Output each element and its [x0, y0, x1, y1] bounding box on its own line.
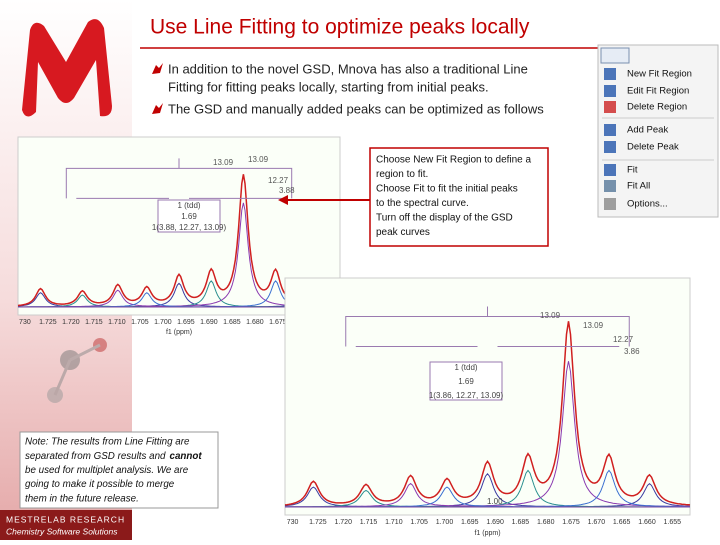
menu-icon	[604, 180, 616, 192]
axis-tick-label: 1.685	[512, 519, 530, 526]
axis-tick-label: 1.725	[39, 319, 57, 326]
axis-tick-label: 1.685	[223, 319, 241, 326]
logo-caption: MESTRELAB RESEARCH	[6, 514, 125, 524]
callout-text: Turn off the display of the GSD	[376, 213, 513, 224]
logo-caption-bg	[0, 510, 132, 540]
multiplet-box	[429, 361, 503, 401]
axis-tick-label: 1.695	[461, 519, 479, 526]
multiplet-label: 1.69	[181, 212, 197, 221]
note-text: going to make it possible to merge	[25, 479, 175, 490]
spectrum-curve	[284, 321, 691, 506]
axis-tick-label: 1.690	[486, 519, 504, 526]
axis-tick-label: 1.680	[246, 319, 264, 326]
axis-tick-label: 1.710	[385, 519, 403, 526]
menu-item[interactable]: Add Peak	[627, 125, 668, 136]
peak-annotation: 3.86	[624, 347, 640, 356]
menu-icon	[604, 164, 616, 176]
peak-annotation: 13.09	[540, 311, 561, 320]
callout-text: peak curves	[376, 227, 430, 238]
callout-text: Choose Fit to fit the initial peaks	[376, 184, 518, 195]
axis-tick-label: 1.705	[410, 519, 428, 526]
note-text: Note: The results from Line Fitting are	[25, 437, 190, 448]
axis-tick-label: 1.700	[436, 519, 454, 526]
axis-tick-label: 1.695	[177, 319, 195, 326]
multiplet-label: 1(3.88, 12.27, 13.09)	[152, 223, 227, 232]
axis-tick-label: 730	[287, 519, 299, 526]
bullet-text: In addition to the novel GSD, Mnova has …	[168, 61, 528, 76]
menu-item[interactable]: Fit	[627, 165, 638, 176]
menu-item[interactable]: Delete Region	[627, 102, 687, 113]
axis-tick-label: 1.725	[309, 519, 327, 526]
toolbar-button[interactable]	[600, 47, 630, 64]
menu-item[interactable]: Delete Peak	[627, 142, 679, 153]
bullet-text: Fitting for fitting peaks locally, start…	[168, 79, 489, 94]
menu-icon	[604, 68, 616, 80]
multiplet-tree	[345, 306, 630, 347]
callout-text: region to fit.	[376, 169, 428, 180]
bullet-icon	[152, 103, 163, 114]
multiplet-box	[157, 199, 221, 233]
multiplet-tree	[65, 158, 293, 199]
axis-tick-label: 1.655	[664, 519, 682, 526]
note-text: them in the future release.	[25, 493, 139, 504]
note-box	[19, 431, 219, 509]
molecule	[47, 338, 107, 403]
peak-annotation: 12.27	[268, 176, 289, 185]
axis-tick-label: 1.665	[613, 519, 631, 526]
logo	[22, 19, 112, 117]
peak-annotation: 13.09	[213, 158, 234, 167]
menu-icon	[604, 85, 616, 97]
callout-text: to the spectral curve.	[376, 198, 469, 209]
note-emphasis: cannot	[170, 451, 203, 462]
axis-tick-label: 1.720	[334, 519, 352, 526]
axis-tick-label: 1.700	[154, 319, 172, 326]
peak-annotation: 13.09	[248, 155, 269, 164]
callout-box	[369, 147, 549, 247]
bullet-text: The GSD and manually added peaks can be …	[168, 101, 544, 116]
axis-tick-label: 1.675	[269, 319, 287, 326]
axis-tick-label: 1.705	[131, 319, 149, 326]
axis-tick-label: 1.675	[562, 519, 580, 526]
logo-caption: Chemistry Software Solutions	[6, 526, 118, 536]
note-text: separated from GSD results and cannot	[25, 451, 202, 462]
axis-tick-label: 1.680	[537, 519, 555, 526]
menu-icon	[604, 124, 616, 136]
axis-tick-label: 1.670	[588, 519, 606, 526]
multiplet-label: 1 (tdd)	[454, 363, 477, 372]
axis-tick-label: 730	[19, 319, 31, 326]
axis-tick-label: 1.715	[360, 519, 378, 526]
peak-annotation: 3.88	[279, 186, 295, 195]
arrow-head	[278, 195, 288, 205]
context-menu	[597, 44, 719, 218]
menu-item[interactable]: Edit Fit Region	[627, 86, 689, 97]
axis-tick-label: 1.710	[108, 319, 126, 326]
menu-icon	[604, 141, 616, 153]
note-text: be used for multiplet analysis. We are	[25, 465, 189, 476]
axis-tick-label: 1.660	[638, 519, 656, 526]
menu-icon	[604, 101, 616, 113]
peak-annotation: 13.09	[583, 321, 604, 330]
menu-item[interactable]: New Fit Region	[627, 69, 692, 80]
multiplet-label: 1 (tdd)	[177, 201, 200, 210]
menu-item[interactable]: Options...	[627, 199, 668, 210]
bullet-icon	[152, 63, 163, 74]
axis-tick-label: 1.690	[200, 319, 218, 326]
slide-title: Use Line Fitting to optimize peaks local…	[150, 16, 530, 39]
axis-label: f1 (ppm)	[166, 329, 192, 336]
menu-icon	[604, 198, 616, 210]
peak-annotation: 12.27	[613, 335, 634, 344]
axis-tick-label: 1.715	[85, 319, 103, 326]
axis-label: f1 (ppm)	[474, 530, 500, 537]
multiplet-label: 1.69	[458, 377, 474, 386]
menu-item[interactable]: Fit All	[627, 181, 650, 192]
callout-text: Choose New Fit Region to define a	[376, 155, 532, 166]
axis-tick-label: 1.720	[62, 319, 80, 326]
integral-label: 1.00	[487, 497, 503, 506]
multiplet-label: 1(3.86, 12.27, 13.09)	[429, 391, 504, 400]
